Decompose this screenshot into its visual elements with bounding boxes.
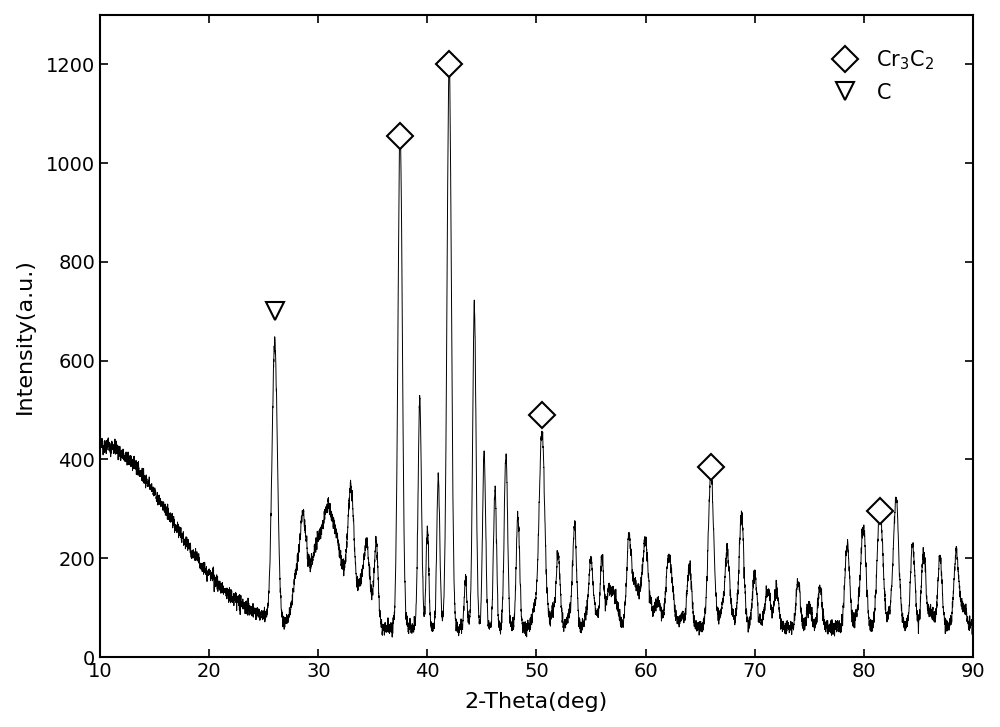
Legend: $\mathrm{Cr_3C_2}$, C: $\mathrm{Cr_3C_2}$, C <box>814 39 945 113</box>
Y-axis label: Intensity(a.u.): Intensity(a.u.) <box>15 258 35 414</box>
X-axis label: 2-Theta(deg): 2-Theta(deg) <box>465 692 608 712</box>
